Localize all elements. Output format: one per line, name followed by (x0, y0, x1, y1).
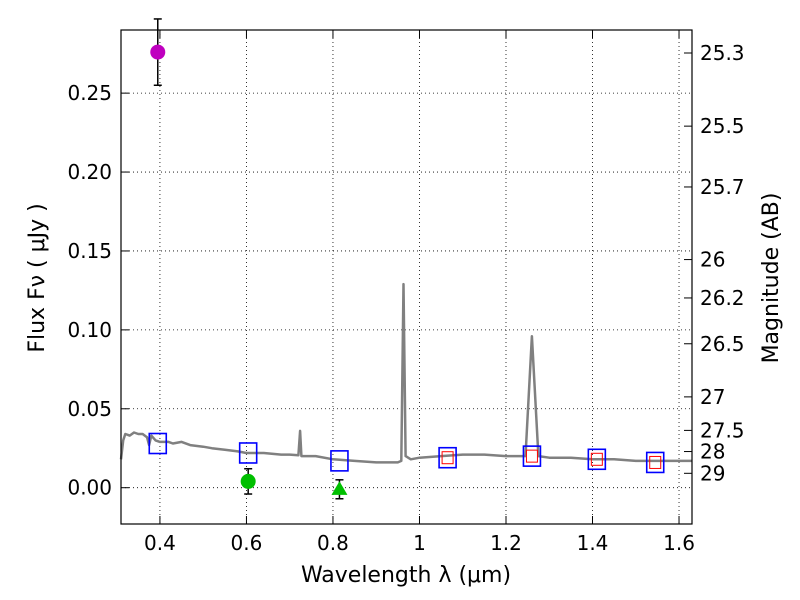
x-tick-label: 1 (413, 531, 426, 555)
x-tick-label: 1.6 (663, 531, 695, 555)
y-tick-label: 0.10 (67, 318, 112, 342)
magnitude-tick-label: 27.5 (700, 418, 745, 442)
y-tick-label: 0.05 (67, 397, 112, 421)
observed-flux-circle (240, 473, 256, 489)
magnitude-tick-label: 27 (700, 385, 725, 409)
y-tick-label: 0.15 (67, 239, 112, 263)
model-photometry-series (148, 432, 665, 474)
observed-flux-triangle (331, 481, 348, 495)
x-tick-label: 0.8 (317, 531, 349, 555)
magnitude-tick-label: 26.5 (700, 332, 745, 356)
model-flux-square (330, 450, 349, 472)
model-flux-square (148, 432, 168, 455)
x-axis-label: Wavelength λ (μm) (301, 563, 511, 588)
magnitude-tick-label: 29 (700, 461, 725, 485)
observed-photometry-series (150, 18, 348, 500)
model-flux-square (645, 451, 665, 474)
magnitude-tick-label: 25.5 (700, 114, 745, 138)
model-flux-square (587, 448, 607, 471)
magnitude-tick-label: 26 (700, 248, 725, 272)
x-axis-ticks: 0.4 0.6 0.8 1 1.2 1.4 1.6 (144, 30, 695, 555)
x-tick-label: 0.6 (231, 531, 263, 555)
observed-flux-circle (150, 44, 166, 60)
magnitude-tick-label: 26.2 (700, 286, 745, 310)
model-flux-square (238, 442, 258, 464)
magnitude-tick-label: 25.7 (700, 175, 745, 199)
model-flux-inner-square (649, 455, 662, 469)
magnitude-tick-label: 25.3 (700, 41, 745, 65)
sed-template-series (119, 282, 692, 464)
magnitude-axis-label: Magnitude (AB) (759, 193, 784, 364)
magnitude-tick-label: 28 (700, 440, 725, 464)
sed-template-line (119, 282, 692, 464)
model-flux-square (522, 445, 542, 467)
model-flux-square (438, 446, 457, 469)
model-flux-inner-square (590, 452, 603, 466)
y-tick-label: 0.00 (67, 476, 112, 500)
x-tick-label: 1.4 (577, 531, 609, 555)
x-tick-label: 0.4 (144, 531, 176, 555)
plot-frame (120, 29, 693, 525)
y-tick-label: 0.25 (67, 81, 112, 105)
y-axis-ticks: 0.00 0.05 0.10 0.15 0.20 0.25 (67, 81, 129, 500)
x-tick-label: 1.2 (490, 531, 522, 555)
model-flux-inner-square (441, 451, 454, 465)
model-flux-inner-square (525, 449, 538, 463)
y-axis-label: Flux Fν ( μJy ) (25, 203, 50, 352)
y-tick-label: 0.20 (67, 160, 112, 184)
